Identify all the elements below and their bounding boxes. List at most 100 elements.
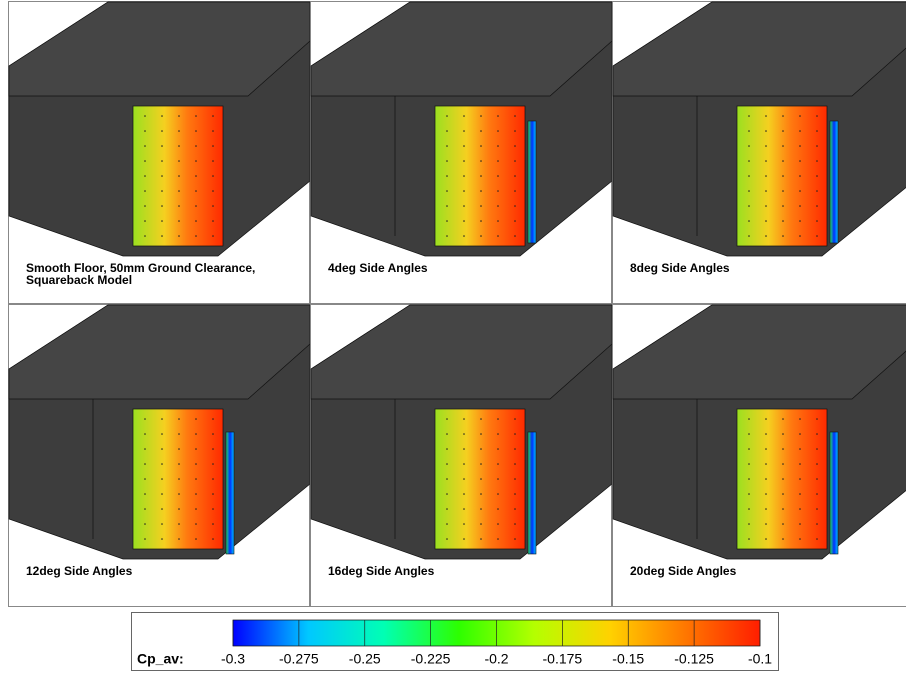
side-strip [830,432,838,554]
tap-point [161,538,163,540]
tap-point [161,205,163,207]
tap-point [748,145,750,147]
tap-point [195,418,197,420]
tap-point [497,115,499,117]
tap-point [480,493,482,495]
tap-point [212,478,214,480]
figure: Smooth Floor, 50mm Ground Clearance,Squa… [0,0,906,673]
tap-point [514,205,516,207]
tap-point [480,418,482,420]
tap-point [782,205,784,207]
tap-point [178,418,180,420]
tap-point [799,433,801,435]
tap-point [212,493,214,495]
tap-point [212,538,214,540]
colorbar-tick-label: -0.2 [484,651,508,667]
pressure-face [737,106,827,246]
tap-point [144,433,146,435]
tap-point [446,538,448,540]
tap-point [144,538,146,540]
tap-point [782,235,784,237]
panel: Smooth Floor, 50mm Ground Clearance,Squa… [9,2,311,304]
tap-point [446,130,448,132]
tap-point [480,508,482,510]
tap-point [212,145,214,147]
tap-point [480,190,482,192]
tap-point [799,160,801,162]
tap-point [446,235,448,237]
tap-point [212,523,214,525]
tap-point [480,463,482,465]
tap-point [446,448,448,450]
tap-point [748,220,750,222]
tap-point [765,175,767,177]
tap-point [514,175,516,177]
tap-point [480,205,482,207]
tap-point [480,175,482,177]
tap-point [446,433,448,435]
tap-point [816,478,818,480]
tap-point [161,190,163,192]
tap-point [816,523,818,525]
tap-point [178,115,180,117]
tap-point [144,190,146,192]
tap-point [212,508,214,510]
tap-point [446,523,448,525]
tap-point [765,130,767,132]
panel: 16deg Side Angles [311,305,613,607]
tap-point [782,463,784,465]
tap-point [212,160,214,162]
tap-point [497,220,499,222]
tap-point [765,493,767,495]
tap-point [765,538,767,540]
tap-point [765,463,767,465]
tap-point [799,538,801,540]
tap-point [765,220,767,222]
tap-point [765,448,767,450]
side-strip [528,121,536,243]
tap-point [514,130,516,132]
tap-point [782,448,784,450]
pressure-face [133,409,223,549]
tap-point [178,220,180,222]
tap-point [497,235,499,237]
tap-point [782,523,784,525]
side-strip [830,121,838,243]
tap-point [816,220,818,222]
tap-point [212,433,214,435]
tap-point [765,115,767,117]
tap-point [463,448,465,450]
tap-point [799,235,801,237]
tap-point [816,205,818,207]
tap-point [799,478,801,480]
pressure-face [737,409,827,549]
colorbar-tick-label: -0.15 [612,651,644,667]
tap-point [782,493,784,495]
tap-point [782,478,784,480]
tap-point [446,418,448,420]
tap-point [748,538,750,540]
tap-point [799,130,801,132]
tap-point [161,160,163,162]
tap-point [178,145,180,147]
tap-point [514,538,516,540]
tap-point [195,508,197,510]
tap-point [463,145,465,147]
tap-point [463,493,465,495]
tap-point [178,175,180,177]
tap-point [514,190,516,192]
tap-point [463,433,465,435]
tap-point [144,175,146,177]
tap-point [816,115,818,117]
tap-point [782,508,784,510]
tap-point [765,418,767,420]
tap-point [212,220,214,222]
tap-point [514,448,516,450]
tap-point [497,433,499,435]
tap-point [514,220,516,222]
tap-point [463,130,465,132]
tap-point [178,433,180,435]
colorbar-tick-label: -0.3 [221,651,245,667]
tap-point [497,205,499,207]
tap-point [816,433,818,435]
